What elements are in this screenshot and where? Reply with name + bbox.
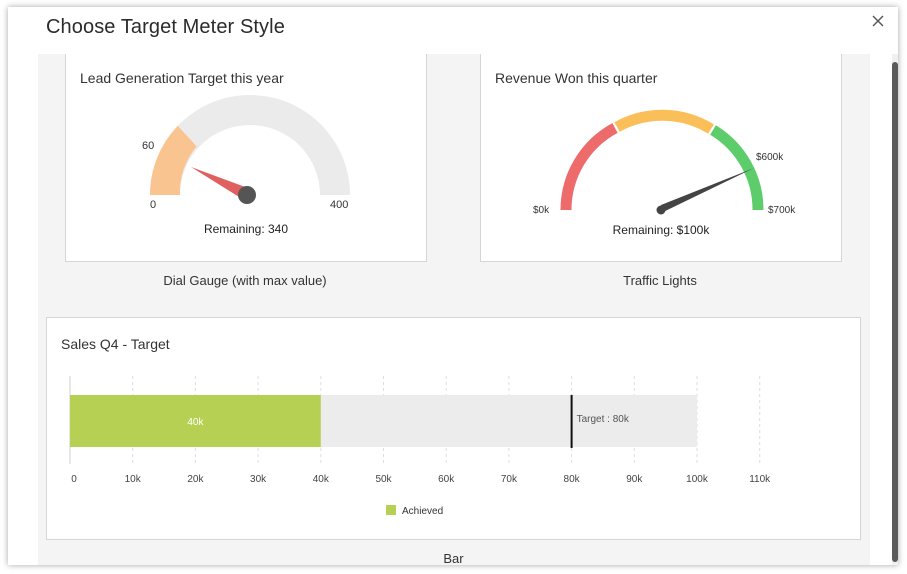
bar-target-label: Target : 80k	[577, 414, 630, 425]
legend-label-achieved[interactable]: Achieved	[402, 506, 443, 517]
bar-x-tick-label: 0	[71, 474, 77, 485]
traffic-lights-min-label: $0k	[533, 205, 550, 216]
dial-gauge-min-label: 0	[150, 199, 156, 211]
bar-caption: Bar	[443, 551, 464, 565]
meter-style-options: Lead Generation Target this year 60 0 40…	[38, 54, 870, 565]
bar-x-tick-label: 70k	[501, 474, 518, 485]
traffic-lights-card-title: Revenue Won this quarter	[495, 70, 658, 86]
scrollbar-thumb[interactable]	[892, 62, 898, 562]
dial-gauge-card[interactable]: Lead Generation Target this year 60 0 40…	[65, 54, 427, 262]
bar-x-tick-label: 90k	[626, 474, 643, 485]
dial-gauge-remaining: Remaining: 340	[204, 222, 288, 236]
bar-card[interactable]: Sales Q4 - Target 40k Target : 80k 0 10k 2…	[46, 317, 861, 540]
legend-swatch-achieved	[386, 505, 396, 515]
bar-x-tick-label: 20k	[187, 474, 204, 485]
dial-gauge-caption: Dial Gauge (with max value)	[163, 273, 327, 288]
bar-x-tick-label: 80k	[564, 474, 581, 485]
modal-title: Choose Target Meter Style	[46, 16, 285, 38]
bar-x-tick-label: 100k	[686, 474, 709, 485]
bar-x-tick-label: 40k	[313, 474, 330, 485]
traffic-lights-caption: Traffic Lights	[623, 273, 697, 288]
traffic-lights-mark-label: $600k	[756, 152, 784, 163]
traffic-lights-remaining: Remaining: $100k	[613, 223, 711, 237]
dial-gauge-track	[150, 95, 350, 195]
dial-gauge-hub	[238, 186, 256, 204]
bar-x-tick-label: 110k	[749, 474, 771, 485]
bar-value-label: 40k	[187, 417, 204, 428]
traffic-lights-hub	[656, 205, 666, 215]
traffic-lights-needle	[659, 168, 754, 214]
bar-card-title: Sales Q4 - Target	[61, 336, 170, 352]
traffic-lights-chart: $0k $600k $700k Remaining: $100k	[533, 109, 796, 237]
bar-achieved	[70, 395, 321, 447]
bar-x-tick-label: 50k	[375, 474, 392, 485]
close-icon[interactable]	[870, 13, 886, 29]
bar-x-tick-label: 30k	[250, 474, 267, 485]
dial-gauge-max-label: 400	[330, 199, 348, 211]
bar-x-tick-label: 60k	[438, 474, 455, 485]
traffic-light-green	[710, 125, 764, 211]
dial-gauge-mark-label: 60	[142, 140, 154, 152]
dial-gauge-fill	[150, 125, 197, 195]
bar-chart: 40k Target : 80k 0 10k 20k 30k 40k 50k 60k 70k 8…	[69, 376, 771, 517]
traffic-lights-max-label: $700k	[768, 205, 796, 216]
traffic-light-red	[560, 123, 618, 211]
bar-x-tick-label: 10k	[125, 474, 142, 485]
traffic-lights-card[interactable]: Revenue Won this quarter $0k $600k $700k…	[480, 54, 842, 262]
dial-gauge-needle	[191, 167, 248, 200]
dial-gauge-card-title: Lead Generation Target this year	[80, 70, 284, 86]
traffic-light-amber	[614, 109, 714, 134]
dial-gauge-chart: 60 0 400 Remaining: 340	[142, 95, 350, 236]
choose-target-meter-dialog: Choose Target Meter Style Lead Generatio…	[8, 7, 898, 565]
